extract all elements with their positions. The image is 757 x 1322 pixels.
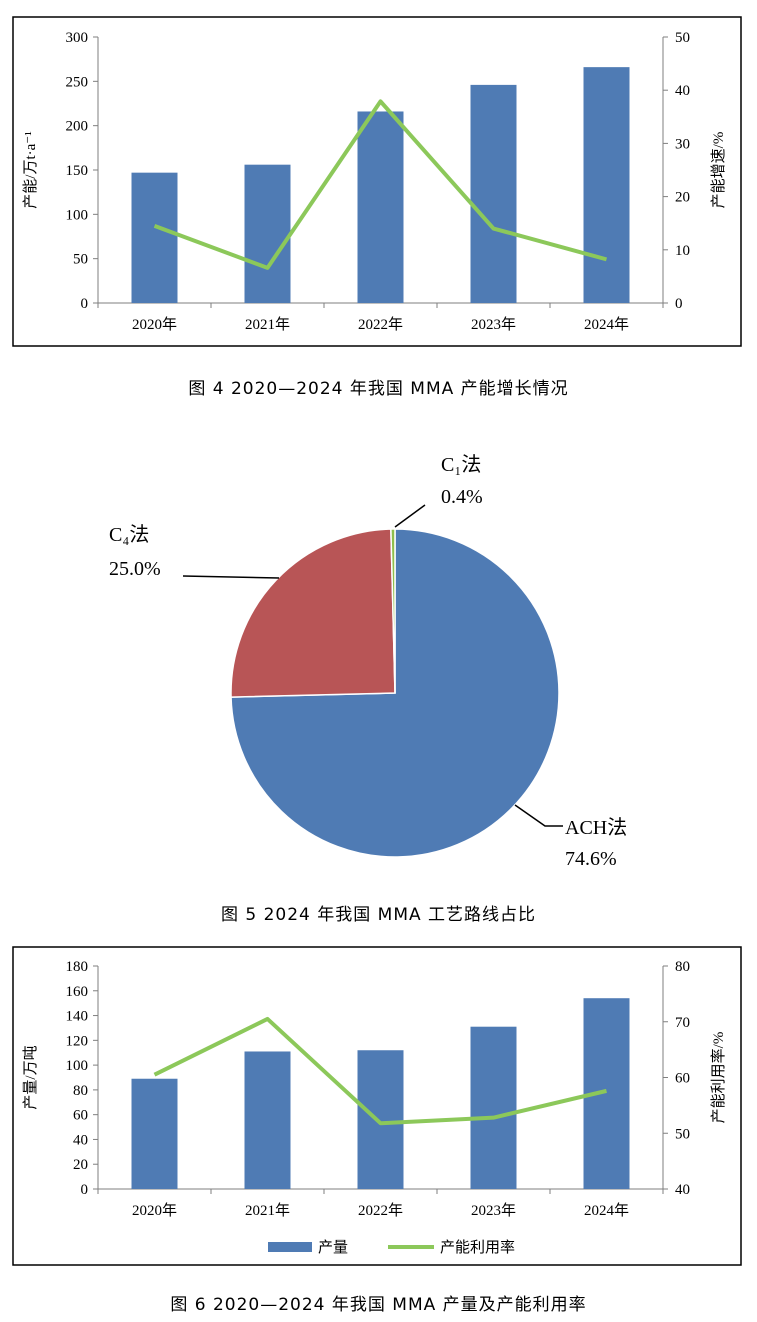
- left-tick-label: 200: [66, 119, 89, 135]
- caption-fig6: 图 6 2020—2024 年我国 MMA 产量及产能利用率: [170, 1295, 587, 1315]
- bar: [357, 111, 404, 303]
- right-tick-label: 80: [675, 959, 690, 975]
- right-axis-title: 产能利用率/%: [710, 1032, 727, 1124]
- bar: [357, 1050, 404, 1189]
- slice-label-c4: C₄法: [109, 523, 149, 546]
- bar: [244, 1051, 291, 1189]
- right-tick-label: 10: [675, 243, 690, 259]
- left-tick-label: 300: [66, 30, 89, 46]
- right-tick-label: 50: [675, 30, 690, 46]
- left-tick-label: 180: [66, 959, 89, 975]
- left-tick-label: 100: [66, 1058, 89, 1074]
- leader-line-ach: [514, 804, 563, 827]
- right-tick-label: 20: [675, 190, 690, 206]
- left-tick-label: 160: [66, 984, 89, 1000]
- left-tick-label: 50: [73, 252, 88, 268]
- right-tick-label: 70: [675, 1015, 690, 1031]
- left-tick-label: 80: [73, 1083, 88, 1099]
- left-axis-title: 产能/万t·a⁻¹: [22, 131, 39, 208]
- slice-value-c1: 0.4%: [441, 486, 483, 508]
- left-tick-label: 0: [81, 296, 89, 312]
- x-tick-label: 2024年: [584, 1202, 629, 1219]
- x-tick-label: 2023年: [471, 316, 516, 333]
- right-tick-label: 60: [675, 1071, 690, 1087]
- x-tick-label: 2021年: [245, 316, 290, 333]
- legend-bar-swatch: [268, 1242, 312, 1252]
- chart-fig5: ACH法 74.6% C₄法 25.0% C₁法 0.4%: [109, 453, 627, 870]
- x-tick-label: 2020年: [132, 1202, 177, 1219]
- x-tick-label: 2021年: [245, 1202, 290, 1219]
- legend-line-label: 产能利用率: [440, 1239, 515, 1256]
- bar: [131, 1078, 178, 1189]
- right-tick-label: 50: [675, 1126, 690, 1142]
- right-tick-label: 0: [675, 296, 683, 312]
- x-tick-label: 2024年: [584, 316, 629, 333]
- left-tick-label: 100: [66, 207, 89, 223]
- leader-line-c4: [182, 575, 280, 579]
- left-tick-label: 120: [66, 1033, 89, 1049]
- left-tick-label: 20: [73, 1157, 88, 1173]
- line-series: [153, 1016, 607, 1126]
- legend-bar-label: 产量: [318, 1239, 348, 1256]
- leader-line-c1: [394, 504, 426, 528]
- bar: [470, 1026, 517, 1189]
- left-tick-label: 250: [66, 74, 89, 90]
- x-tick-label: 2020年: [132, 316, 177, 333]
- caption-fig4: 图 4 2020—2024 年我国 MMA 产能增长情况: [188, 379, 569, 399]
- bar: [583, 67, 630, 303]
- slice-label-ach: ACH法: [565, 816, 627, 839]
- bar: [470, 84, 517, 303]
- right-tick-label: 40: [675, 1182, 690, 1198]
- x-tick-label: 2022年: [358, 316, 403, 333]
- left-tick-label: 60: [73, 1108, 88, 1124]
- pie-slice: [230, 528, 560, 858]
- slice-value-c4: 25.0%: [109, 558, 161, 580]
- right-axis-title: 产能增速/%: [710, 132, 727, 209]
- left-tick-label: 0: [81, 1182, 89, 1198]
- left-tick-label: 40: [73, 1132, 88, 1148]
- slice-label-c1: C₁法: [441, 453, 481, 476]
- left-tick-label: 150: [66, 163, 89, 179]
- left-tick-label: 140: [66, 1009, 89, 1025]
- chart-fig4: 0 50 100 150 200 250 300 0 10 20 30 40 50 2020年 2021年 2…: [12, 16, 742, 347]
- bar: [244, 164, 291, 303]
- line-series: [153, 99, 608, 270]
- slice-value-ach: 74.6%: [565, 848, 617, 870]
- caption-fig5: 图 5 2024 年我国 MMA 工艺路线占比: [220, 905, 537, 925]
- chart-fig6: 0 20 40 60 80 100 120 140 160 180 40 50 60 70 80 2020年 2…: [12, 946, 742, 1266]
- pie-slice: [230, 528, 396, 698]
- x-tick-label: 2023年: [471, 1202, 516, 1219]
- bar: [131, 172, 178, 303]
- left-axis-title: 产量/万吨: [22, 1045, 39, 1109]
- x-tick-label: 2022年: [358, 1202, 403, 1219]
- right-tick-label: 40: [675, 83, 690, 99]
- pie-slice: [390, 528, 396, 694]
- right-tick-label: 30: [675, 136, 690, 152]
